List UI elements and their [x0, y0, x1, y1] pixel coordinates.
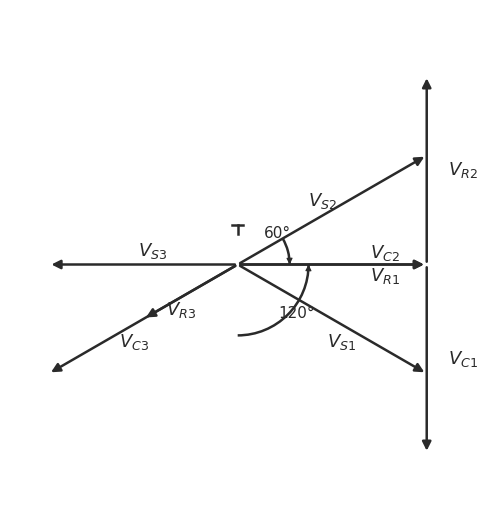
Text: 120°: 120°: [278, 306, 314, 321]
Text: $V_{C3}$: $V_{C3}$: [119, 332, 149, 352]
Text: $V_{R1}$: $V_{R1}$: [370, 266, 400, 286]
Text: $V_{R3}$: $V_{R3}$: [166, 300, 196, 321]
Text: $V_{S3}$: $V_{S3}$: [138, 241, 167, 261]
Text: $V_{C2}$: $V_{C2}$: [370, 243, 400, 263]
Text: 60°: 60°: [264, 226, 291, 241]
Text: $V_{S2}$: $V_{S2}$: [308, 191, 337, 211]
Text: $V_{S1}$: $V_{S1}$: [327, 332, 356, 352]
Text: $V_{C1}$: $V_{C1}$: [448, 349, 478, 369]
Text: $V_{R2}$: $V_{R2}$: [448, 160, 478, 180]
